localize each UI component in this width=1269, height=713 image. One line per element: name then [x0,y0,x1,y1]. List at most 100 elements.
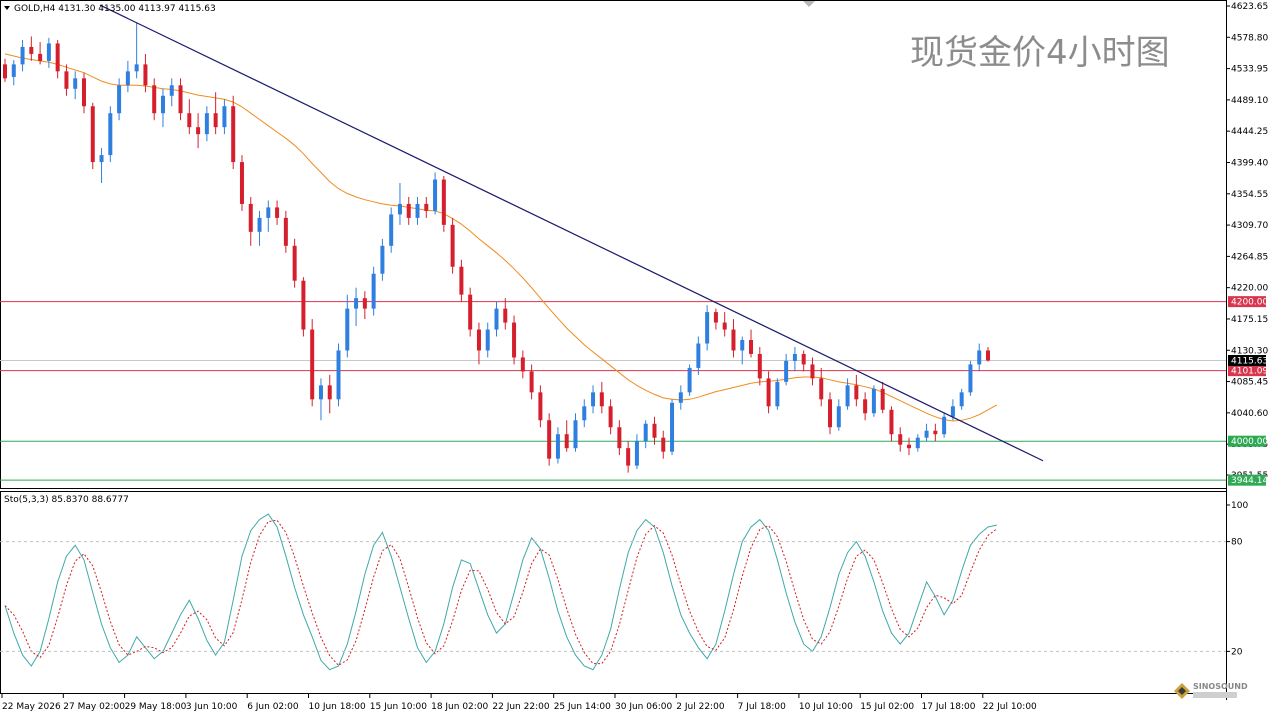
candle [854,374,859,407]
candle [687,364,692,396]
candle [573,413,578,452]
candle-body [766,378,771,407]
candle-body [424,203,429,211]
candle-body [327,385,332,400]
chart-shift-marker-icon[interactable] [803,1,815,7]
price-tick-label: 4130.30 [1231,346,1268,356]
candle-body [863,399,868,414]
candle-body [661,437,666,452]
candle [652,416,657,445]
candle [73,71,78,100]
symbol-menu-triangle-icon[interactable] [4,6,10,10]
level-tag [1228,474,1266,486]
candle [345,294,350,358]
time-tick-label: 27 May 02:00 [63,702,125,712]
candle [757,346,762,386]
candle [626,441,631,473]
time-axis: 22 May 2026 27 May 02:00 29 May 18:00 3 Jun… [1,694,1037,712]
level-tag-label: 4200.00 [1231,298,1268,308]
main-pane[interactable] [0,0,1227,489]
candle-body [336,350,341,400]
price-tick-label: 4264.85 [1231,252,1268,262]
candle-body [239,162,244,204]
candle [608,399,613,435]
candle-body [520,357,525,372]
candle-body [608,406,613,428]
candle-body [134,64,139,72]
candle-body [819,378,824,400]
candle-body [494,308,499,330]
candle [547,413,552,466]
candle [529,364,534,400]
candle-body [915,437,920,449]
candle [143,53,148,93]
candle-body [389,214,394,246]
candle [643,420,648,449]
candle-body [555,434,560,459]
time-tick-label: 10 Jul 10:00 [799,702,853,712]
price-tick-label: 4220.00 [1231,284,1268,294]
candle-body [731,329,736,351]
time-tick-label: 15 Jul 02:00 [860,702,914,712]
candle [476,322,481,365]
candle-body [950,406,955,417]
time-tick-label: 29 May 18:00 [125,702,187,712]
candle [20,39,25,72]
candle [898,427,903,452]
level-tag [1228,365,1266,377]
candle [749,329,754,358]
candle [450,217,455,274]
candle-body [871,388,876,414]
candle-body [187,113,192,128]
candle [125,60,130,93]
candle-body [792,353,797,361]
candle-body [55,43,60,72]
candle [283,210,288,253]
candle-body [64,71,69,89]
candle [740,336,745,365]
candle [336,343,341,407]
candle-body [178,85,183,114]
candle-body [222,106,227,128]
candle [90,102,95,170]
candle [415,196,420,225]
candle [318,378,323,421]
candle [371,266,376,316]
candle [591,385,596,414]
time-tick-label: 17 Jul 18:00 [922,702,976,712]
time-tick-label: 22 Jul 10:00 [983,702,1037,712]
candle-body [3,64,7,79]
candle-body [20,46,25,65]
price-tick-label: 4040.60 [1231,409,1268,419]
candle-body [652,423,657,438]
candle-body [450,224,455,267]
candle-body [801,353,806,365]
candle [485,322,490,358]
candle [784,353,789,386]
oscillator-pane[interactable] [0,491,1227,694]
candle [924,423,929,442]
trendline-segment[interactable] [99,4,1044,462]
candle-body [459,266,464,295]
candle-body [538,392,543,421]
candle [863,392,868,421]
candle-body [854,385,859,400]
price-tick-label: 4354.55 [1231,190,1268,200]
candle [327,374,332,414]
candle [678,385,683,410]
logo-text: SINOSOUND [1193,682,1248,691]
candle [3,58,7,82]
price-tick-label: 4623.65 [1231,2,1268,12]
candle-body [933,430,938,435]
candle-body [713,312,718,323]
candle [512,315,517,365]
candle [731,319,736,358]
candle [828,392,833,435]
trendline[interactable] [99,4,1044,462]
candlestick-series [3,22,990,473]
candle [810,357,815,386]
candle [696,336,701,375]
candle [292,238,297,288]
candle-body [99,155,104,163]
